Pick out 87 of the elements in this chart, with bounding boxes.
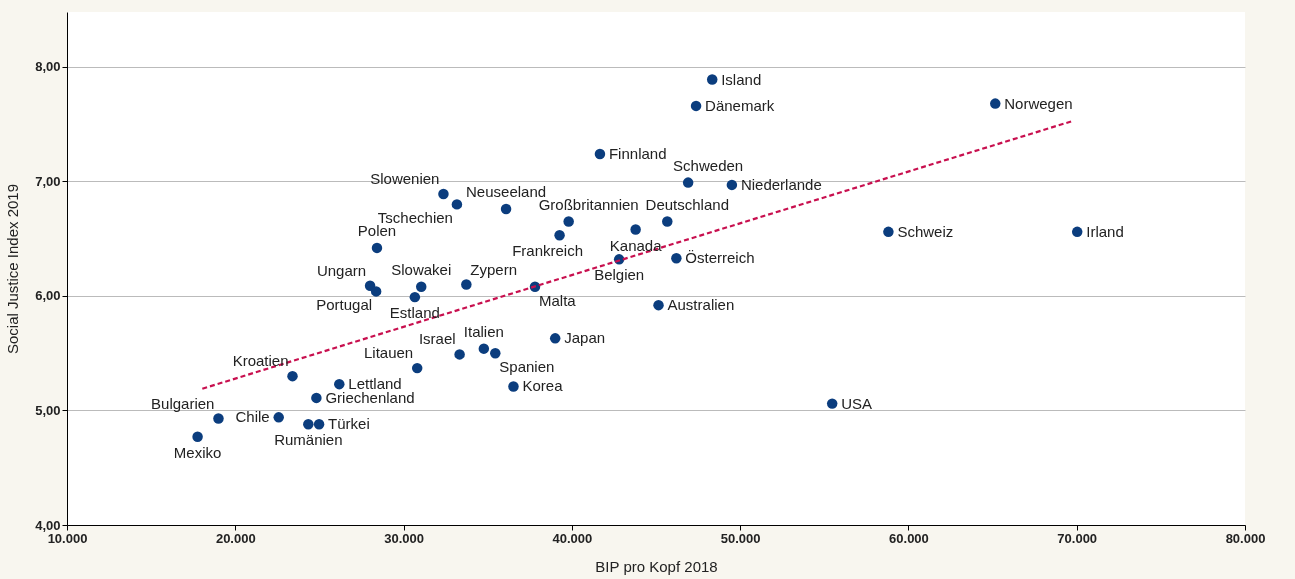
annotation: Mexiko: [173, 443, 222, 461]
annotation: Slowenien: [370, 170, 440, 188]
y-tick-label: 6,00: [35, 288, 61, 304]
point: [653, 299, 664, 311]
point: [706, 74, 718, 85]
annotation: Norwegen: [1004, 94, 1073, 112]
y-tick-label: 8,00: [35, 59, 61, 75]
point: [690, 100, 702, 112]
annotation: Niederlande: [740, 175, 822, 193]
annotation: Finnland: [608, 144, 667, 162]
point: [671, 252, 682, 264]
x-tick-label: 60.000: [889, 530, 929, 546]
annotation: Japan: [564, 329, 606, 347]
point: [311, 392, 322, 404]
point: [1071, 226, 1083, 238]
point: [371, 242, 383, 254]
x-tick-label: 10.000: [47, 530, 88, 546]
annotation: Schweden: [673, 156, 744, 174]
point: [662, 216, 673, 227]
point: [630, 224, 641, 235]
y-tick-label: 7,00: [35, 173, 61, 189]
annotation: Israel: [418, 330, 456, 348]
annotation: Italien: [463, 322, 504, 340]
annotation: Malta: [539, 291, 577, 309]
point: [313, 419, 325, 430]
annotation: Island: [721, 70, 762, 88]
annotation: Deutschland: [645, 195, 729, 213]
point: [549, 333, 561, 344]
point: [416, 281, 427, 293]
annotation: Ungarn: [316, 261, 367, 279]
y-tick-label: 4,00: [35, 517, 61, 533]
point: [213, 413, 224, 424]
annotation: Kanada: [609, 236, 663, 254]
point: [682, 177, 694, 188]
point: [454, 349, 465, 360]
annotation: Türkei: [328, 415, 370, 433]
point: [287, 370, 298, 382]
annotation: Slowakei: [391, 260, 452, 278]
point: [726, 179, 738, 191]
point: [500, 203, 512, 215]
annotation: Bulgarien: [151, 394, 215, 412]
annotation: Kroatien: [232, 352, 289, 370]
point: [451, 199, 463, 210]
x-tick-label: 70.000: [1057, 530, 1098, 546]
annotation: USA: [841, 394, 873, 412]
point: [370, 286, 382, 297]
point: [554, 230, 565, 241]
annotation: Schweiz: [897, 222, 954, 240]
point: [303, 419, 314, 430]
y-axis-title: Social Justice Index 2019: [4, 183, 22, 355]
annotation: Litauen: [363, 344, 414, 362]
annotation: Dänemark: [705, 96, 775, 114]
annotation: Rumänien: [274, 431, 343, 449]
point: [490, 348, 501, 359]
point: [990, 98, 1001, 109]
annotation: Belgien: [594, 266, 645, 284]
annotation: Neuseeland: [466, 182, 547, 200]
annotation: Chile: [235, 408, 270, 426]
annotation: Portugal: [316, 296, 373, 314]
x-axis-title: BIP pro Kopf 2018: [595, 557, 718, 575]
y-tick-label: 5,00: [35, 402, 61, 418]
x-tick-label: 30.000: [384, 530, 424, 546]
point: [508, 381, 519, 392]
point: [334, 378, 345, 390]
point: [461, 279, 472, 290]
point: [438, 188, 449, 200]
x-tick-label: 40.000: [552, 530, 593, 546]
annotation: Spanien: [499, 358, 555, 376]
point: [826, 398, 838, 409]
point: [192, 431, 203, 443]
point: [563, 216, 574, 227]
point: [273, 412, 284, 423]
annotation: Korea: [522, 377, 564, 395]
point: [594, 148, 606, 160]
annotation: Irland: [1086, 222, 1124, 240]
x-tick-label: 50.000: [720, 530, 761, 546]
annotation: Australien: [667, 296, 735, 314]
x-tick-label: 80.000: [1225, 530, 1266, 546]
annotation: Österreich: [685, 249, 755, 267]
annotation: Frankreich: [512, 242, 583, 260]
annotation: Zypern: [470, 260, 518, 278]
point: [411, 362, 423, 374]
annotation: Estland: [389, 304, 440, 322]
point: [478, 343, 490, 354]
x-tick-label: 20.000: [215, 530, 256, 546]
point: [883, 226, 894, 238]
point: [409, 291, 421, 303]
